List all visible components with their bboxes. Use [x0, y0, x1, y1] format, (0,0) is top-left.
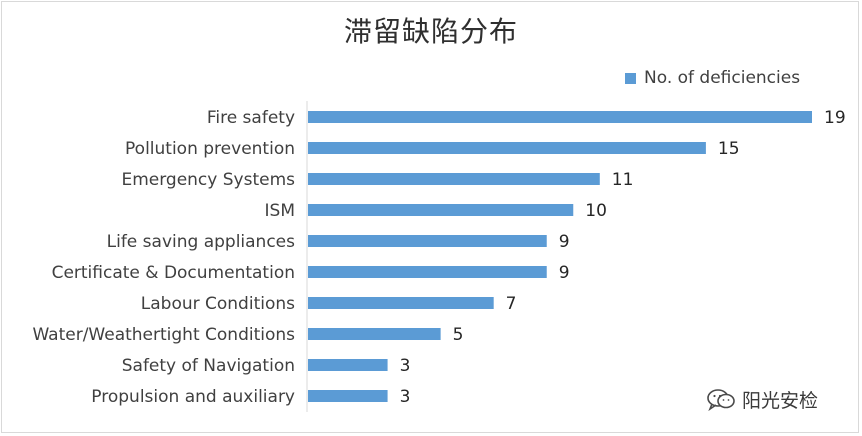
data-label: 11 — [612, 170, 634, 190]
data-label: 5 — [453, 325, 464, 345]
data-label: 3 — [400, 387, 411, 407]
bar — [308, 390, 388, 402]
data-label: 19 — [824, 108, 846, 128]
watermark-text: 阳光安检 — [742, 389, 819, 412]
bar — [308, 173, 600, 185]
category-label: Propulsion and auxiliary — [91, 387, 295, 407]
bar — [308, 204, 574, 216]
category-label: Pollution prevention — [125, 139, 295, 159]
legend-label: No. of deficiencies — [644, 68, 801, 88]
bar — [308, 111, 812, 123]
data-label: 10 — [585, 201, 607, 221]
chart-title: 滞留缺陷分布 — [343, 15, 518, 48]
bar — [308, 235, 547, 247]
category-label: Labour Conditions — [141, 294, 295, 314]
category-label: ISM — [265, 201, 295, 221]
bar — [308, 328, 441, 340]
category-label: Emergency Systems — [121, 170, 295, 190]
category-label: Life saving appliances — [107, 232, 296, 252]
category-label: Water/Weathertight Conditions — [32, 325, 295, 345]
wechat-icon — [707, 389, 735, 411]
data-label: 15 — [718, 139, 740, 159]
data-label: 7 — [506, 294, 517, 314]
legend-swatch — [625, 72, 636, 84]
bar — [308, 142, 706, 154]
data-label: 9 — [559, 263, 570, 283]
bar — [308, 266, 547, 278]
data-label: 3 — [400, 356, 411, 376]
data-label: 9 — [559, 232, 570, 252]
category-label: Fire safety — [207, 108, 295, 128]
category-label: Certificate & Documentation — [52, 263, 295, 283]
bar — [308, 297, 494, 309]
watermark: 阳光安检 — [706, 384, 818, 414]
category-label: Safety of Navigation — [122, 356, 295, 376]
bar — [308, 359, 388, 371]
legend: No. of deficiencies — [625, 66, 800, 90]
